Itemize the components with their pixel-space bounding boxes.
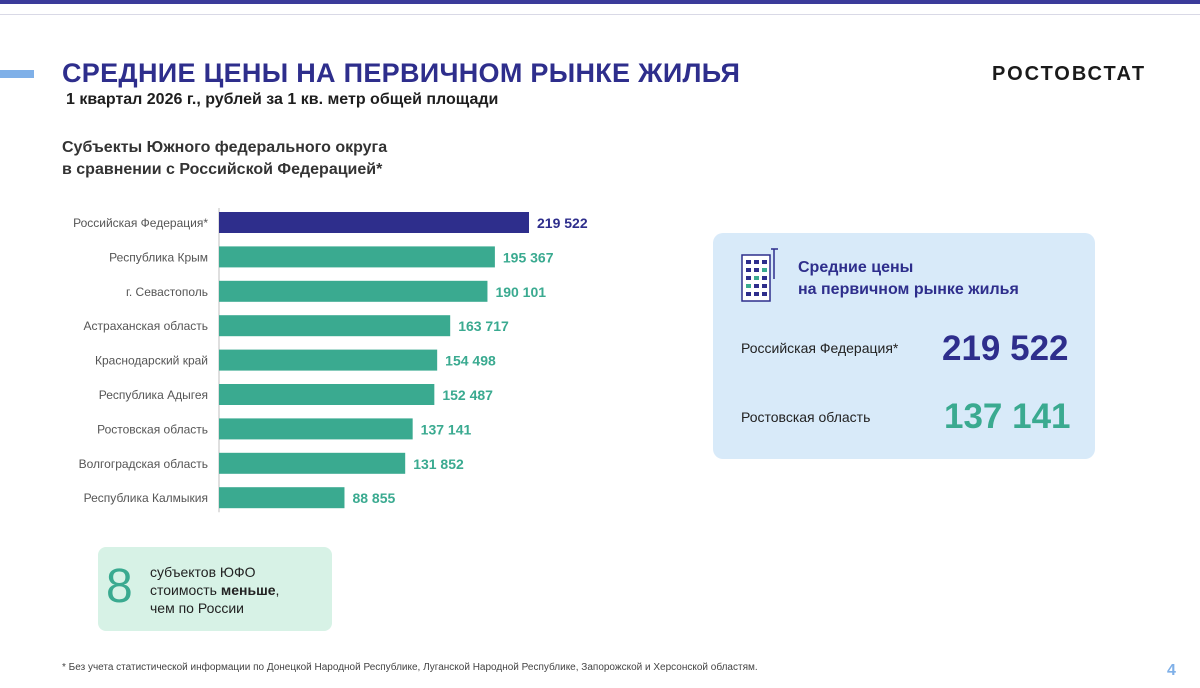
chart-bar: [219, 246, 495, 268]
page-title: СРЕДНИЕ ЦЕНЫ НА ПЕРВИЧНОМ РЫНКЕ ЖИЛЬЯ: [62, 58, 741, 88]
chart-category-label: Российская Федерация*: [73, 216, 208, 230]
summary-text: субъектов ЮФО стоимость меньше, чем по Р…: [150, 563, 279, 617]
info-card-rf-value: 219 522: [942, 329, 1069, 368]
chart-value-label: 137 141: [421, 421, 472, 437]
chart-category-label: Ростовская область: [97, 422, 208, 436]
chart-value-label: 131 852: [413, 456, 464, 472]
info-card-rostov-label: Ростовская область: [741, 409, 871, 425]
left-accent-bar: [0, 70, 34, 78]
chart-category-label: Республика Адыгея: [99, 388, 208, 402]
info-card-title: Средние цены на первичном рынке жилья: [798, 257, 1019, 301]
chart-category-label: Астраханская область: [84, 319, 208, 333]
chart-value-label: 154 498: [445, 353, 496, 369]
info-card-rostov-value: 137 141: [944, 397, 1071, 436]
summary-text-line1: субъектов ЮФО: [150, 564, 256, 580]
chart-bar: [219, 384, 435, 405]
top-divider: [0, 14, 1200, 15]
chart-category-label: Краснодарский край: [95, 354, 208, 368]
summary-count: 8: [106, 560, 133, 613]
chart-value-label: 88 855: [352, 490, 395, 506]
footnote: * Без учета статистической информации по…: [62, 662, 758, 673]
page-subtitle: 1 квартал 2026 г., рублей за 1 кв. метр …: [66, 91, 499, 108]
chart-section-title: Субъекты Южного федерального округа в ср…: [62, 137, 387, 181]
chart-value-label: 195 367: [503, 249, 554, 265]
summary-text-line3: чем по России: [150, 600, 245, 616]
chart-category-label: Волгоградская область: [79, 457, 208, 471]
page-number: 4: [1167, 662, 1176, 679]
chart-bar: [219, 280, 488, 302]
chart-category-label: Республика Крым: [109, 250, 208, 264]
chart-bar: [219, 487, 345, 509]
chart-value-label: 152 487: [442, 387, 493, 403]
chart-section-title-line1: Субъекты Южного федерального округа: [62, 139, 388, 156]
chart-bar: [219, 212, 529, 233]
info-card-title-line2: на первичном рынке жилья: [798, 281, 1019, 298]
chart-section-title-line2: в сравнении с Российской Федерацией*: [62, 161, 383, 178]
chart-value-label: 190 101: [495, 284, 546, 300]
chart-value-label: 163 717: [458, 318, 509, 334]
chart-bar: [219, 452, 406, 474]
summary-box: 8 субъектов ЮФО стоимость меньше, чем по…: [98, 547, 332, 631]
summary-text-line2-suffix: ,: [275, 582, 280, 598]
chart-bar: [219, 418, 413, 440]
top-strip: [0, 0, 1200, 4]
chart-category-label: г. Севастополь: [126, 285, 208, 299]
chart-category-label: Республика Калмыкия: [84, 491, 208, 505]
brand-logo: РОСТОВСТАТ: [992, 63, 1147, 85]
summary-text-line2: стоимость меньше,: [150, 581, 279, 599]
info-card-title-line1: Средние цены: [798, 259, 914, 276]
info-card-rf-label: Российская Федерация*: [741, 340, 899, 356]
summary-text-line2-prefix: стоимость: [150, 582, 221, 598]
chart-bar: [219, 315, 451, 337]
building-icon: [741, 248, 778, 302]
info-card: Средние цены на первичном рынке жилья Ро…: [713, 233, 1095, 459]
chart-value-label: 219 522: [537, 215, 588, 231]
chart-bar: [219, 349, 438, 371]
summary-text-bold: меньше: [220, 582, 276, 598]
